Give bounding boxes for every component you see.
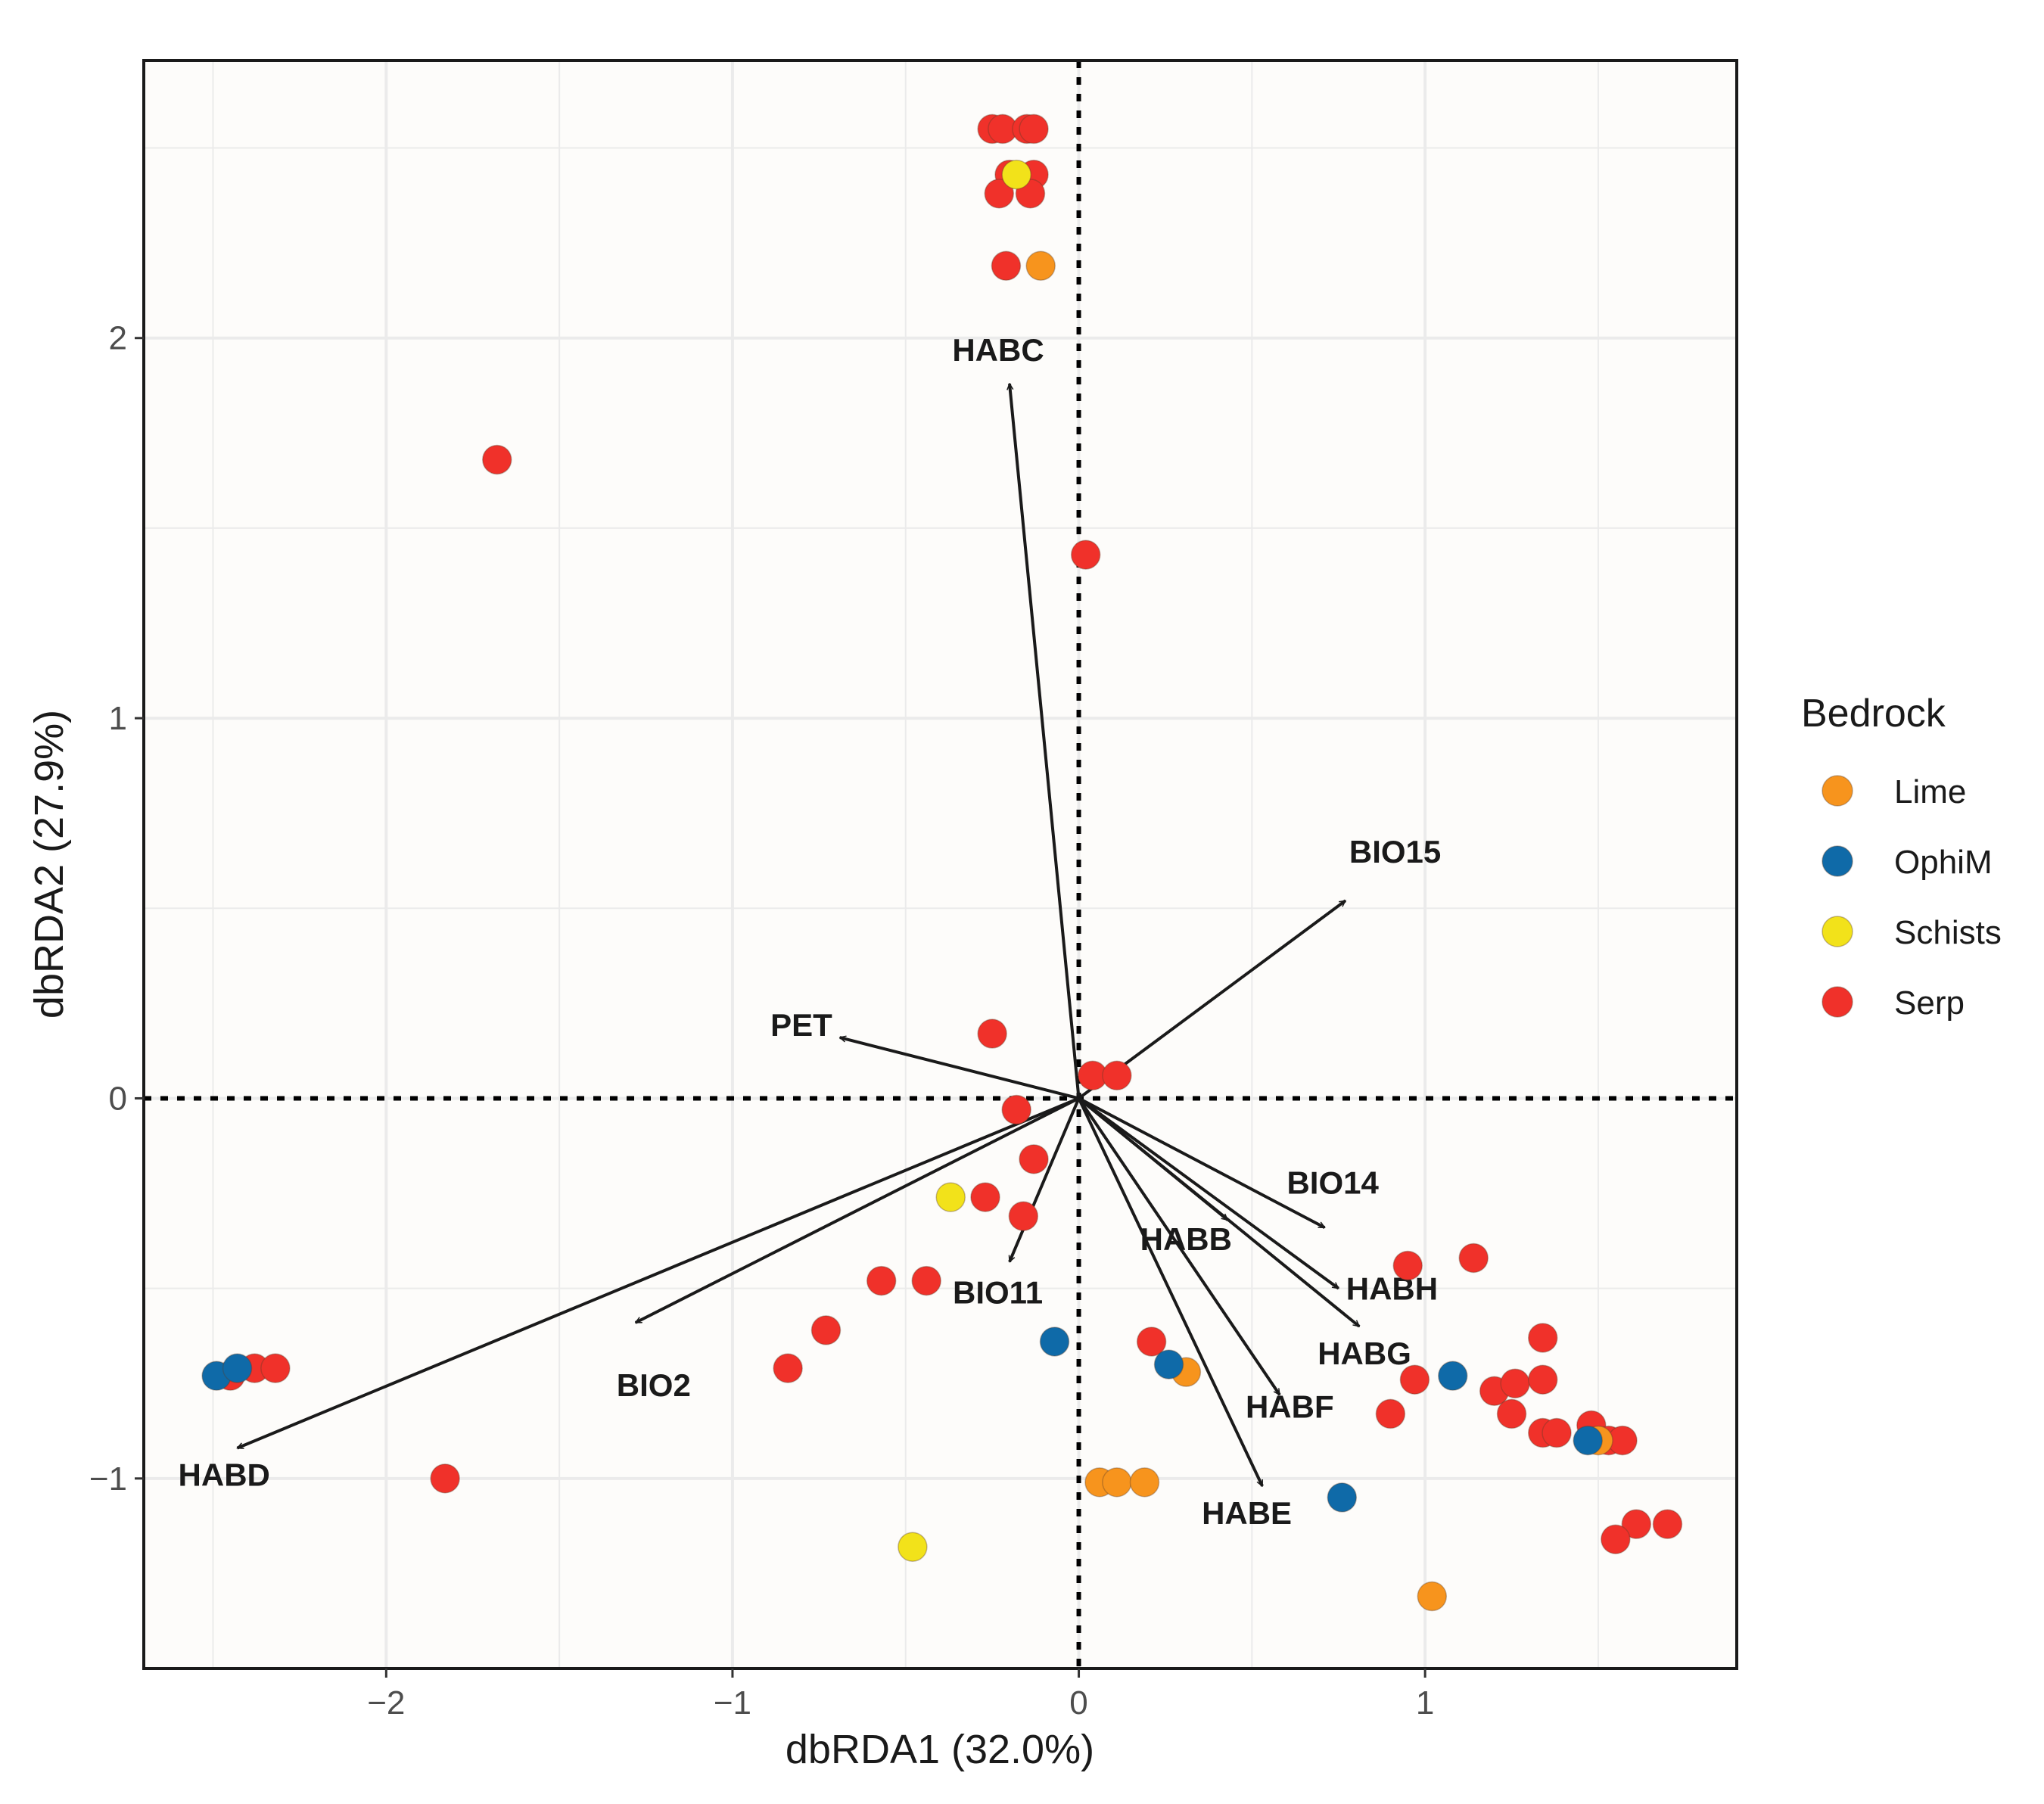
point-serp bbox=[773, 1353, 803, 1383]
legend-swatch-ophim bbox=[1822, 845, 1853, 877]
point-serp bbox=[977, 1019, 1007, 1049]
point-serp bbox=[1458, 1243, 1489, 1274]
vector-label-habd: HABD bbox=[179, 1457, 270, 1493]
vector-arrow-bio11 bbox=[1008, 1097, 1081, 1261]
point-lime bbox=[1102, 1467, 1132, 1498]
y-axis-title: dbRDA2 (27.9%) bbox=[26, 710, 72, 1019]
point-serp bbox=[482, 444, 512, 475]
point-serp bbox=[1019, 114, 1049, 145]
point-lime bbox=[1025, 250, 1056, 281]
point-serp bbox=[1542, 1417, 1572, 1448]
vector-label-bio15: BIO15 bbox=[1349, 834, 1441, 869]
vector-arrow-pet bbox=[840, 1037, 1080, 1100]
point-schists bbox=[898, 1532, 928, 1562]
point-ophim bbox=[1327, 1482, 1358, 1513]
reference-lines bbox=[144, 61, 1737, 1669]
vector-label-habc: HABC bbox=[952, 332, 1044, 368]
point-lime bbox=[1417, 1581, 1448, 1612]
point-serp bbox=[866, 1265, 897, 1296]
x-tick-label: −2 bbox=[367, 1684, 405, 1722]
legend-swatch-serp bbox=[1822, 986, 1853, 1018]
point-schists bbox=[935, 1182, 966, 1212]
point-serp bbox=[1375, 1398, 1406, 1429]
point-serp bbox=[1392, 1250, 1423, 1281]
x-tick-label: 0 bbox=[1069, 1684, 1087, 1722]
point-serp bbox=[810, 1315, 842, 1345]
vector-arrow-habh bbox=[1078, 1096, 1339, 1290]
vector-label-habh: HABH bbox=[1346, 1271, 1438, 1307]
point-serp bbox=[1070, 540, 1101, 570]
point-lime bbox=[1129, 1467, 1160, 1498]
legend-label-schists: Schists bbox=[1894, 914, 2002, 951]
point-serp bbox=[1527, 1323, 1558, 1353]
point-serp bbox=[260, 1353, 291, 1383]
point-ophim bbox=[222, 1353, 253, 1383]
point-serp bbox=[1102, 1060, 1132, 1091]
legend-label-lime: Lime bbox=[1894, 773, 1966, 810]
point-ophim bbox=[1573, 1425, 1603, 1456]
point-serp bbox=[984, 179, 1015, 209]
x-tick-label: −1 bbox=[714, 1684, 751, 1722]
point-serp bbox=[1527, 1364, 1558, 1395]
point-serp bbox=[1621, 1509, 1652, 1539]
point-serp bbox=[1601, 1524, 1631, 1554]
vector-label-habf: HABF bbox=[1246, 1389, 1334, 1424]
point-serp bbox=[430, 1463, 460, 1494]
vector-label-bio14: BIO14 bbox=[1286, 1165, 1379, 1200]
point-serp bbox=[991, 250, 1022, 281]
point-serp bbox=[1399, 1364, 1430, 1395]
legend-title: Bedrock bbox=[1801, 692, 1946, 736]
plot-panel-border bbox=[142, 59, 1738, 1670]
point-serp bbox=[1500, 1368, 1530, 1398]
x-axis-title: dbRDA1 (32.0%) bbox=[786, 1727, 1094, 1772]
y-tick-label: 0 bbox=[109, 1080, 127, 1117]
vector-arrow-habf bbox=[1077, 1097, 1281, 1395]
point-serp bbox=[1496, 1398, 1527, 1429]
point-serp bbox=[1019, 1144, 1049, 1174]
vector-label-habb: HABB bbox=[1140, 1221, 1232, 1257]
vector-arrow-habg bbox=[1078, 1096, 1360, 1328]
point-ophim bbox=[1039, 1327, 1070, 1357]
legend-swatch-lime bbox=[1822, 775, 1853, 807]
vector-arrow-bio2 bbox=[636, 1096, 1080, 1324]
vector-label-habg: HABG bbox=[1318, 1336, 1411, 1371]
x-tick-label: 1 bbox=[1416, 1684, 1434, 1722]
point-serp bbox=[1008, 1201, 1039, 1231]
vector-label-habe: HABE bbox=[1202, 1495, 1292, 1531]
point-schists bbox=[1001, 159, 1031, 190]
vector-label-bio2: BIO2 bbox=[617, 1367, 691, 1403]
vector-arrow-habd bbox=[238, 1096, 1080, 1450]
point-serp bbox=[1136, 1327, 1167, 1357]
legend-label-serp: Serp bbox=[1894, 984, 1965, 1022]
y-tick-label: −1 bbox=[89, 1460, 127, 1498]
y-tick-label: 2 bbox=[109, 320, 127, 357]
point-ophim bbox=[1153, 1349, 1184, 1379]
axis-ticks: −2 −1 0 1 −1 0 1 2 bbox=[89, 320, 1435, 1722]
point-serp bbox=[1652, 1509, 1683, 1539]
vector-arrow-habe bbox=[1077, 1097, 1264, 1485]
sample-points bbox=[201, 114, 1683, 1612]
point-serp bbox=[970, 1182, 1000, 1212]
vector-arrow-habc bbox=[1010, 384, 1081, 1099]
point-ophim bbox=[1438, 1361, 1468, 1391]
vector-label-bio11: BIO11 bbox=[953, 1274, 1043, 1310]
point-serp bbox=[911, 1265, 941, 1296]
plot-panel-background bbox=[144, 61, 1737, 1669]
legend-swatch-schists bbox=[1822, 916, 1853, 947]
legend: Bedrock Lime OphiM Schists Serp bbox=[1801, 692, 2002, 1022]
legend-label-ophim: OphiM bbox=[1894, 844, 1993, 881]
vector-arrow-bio14 bbox=[1078, 1096, 1325, 1230]
vector-label-pet: PET bbox=[770, 1007, 832, 1043]
point-serp bbox=[1001, 1094, 1031, 1125]
y-tick-label: 1 bbox=[109, 700, 127, 737]
